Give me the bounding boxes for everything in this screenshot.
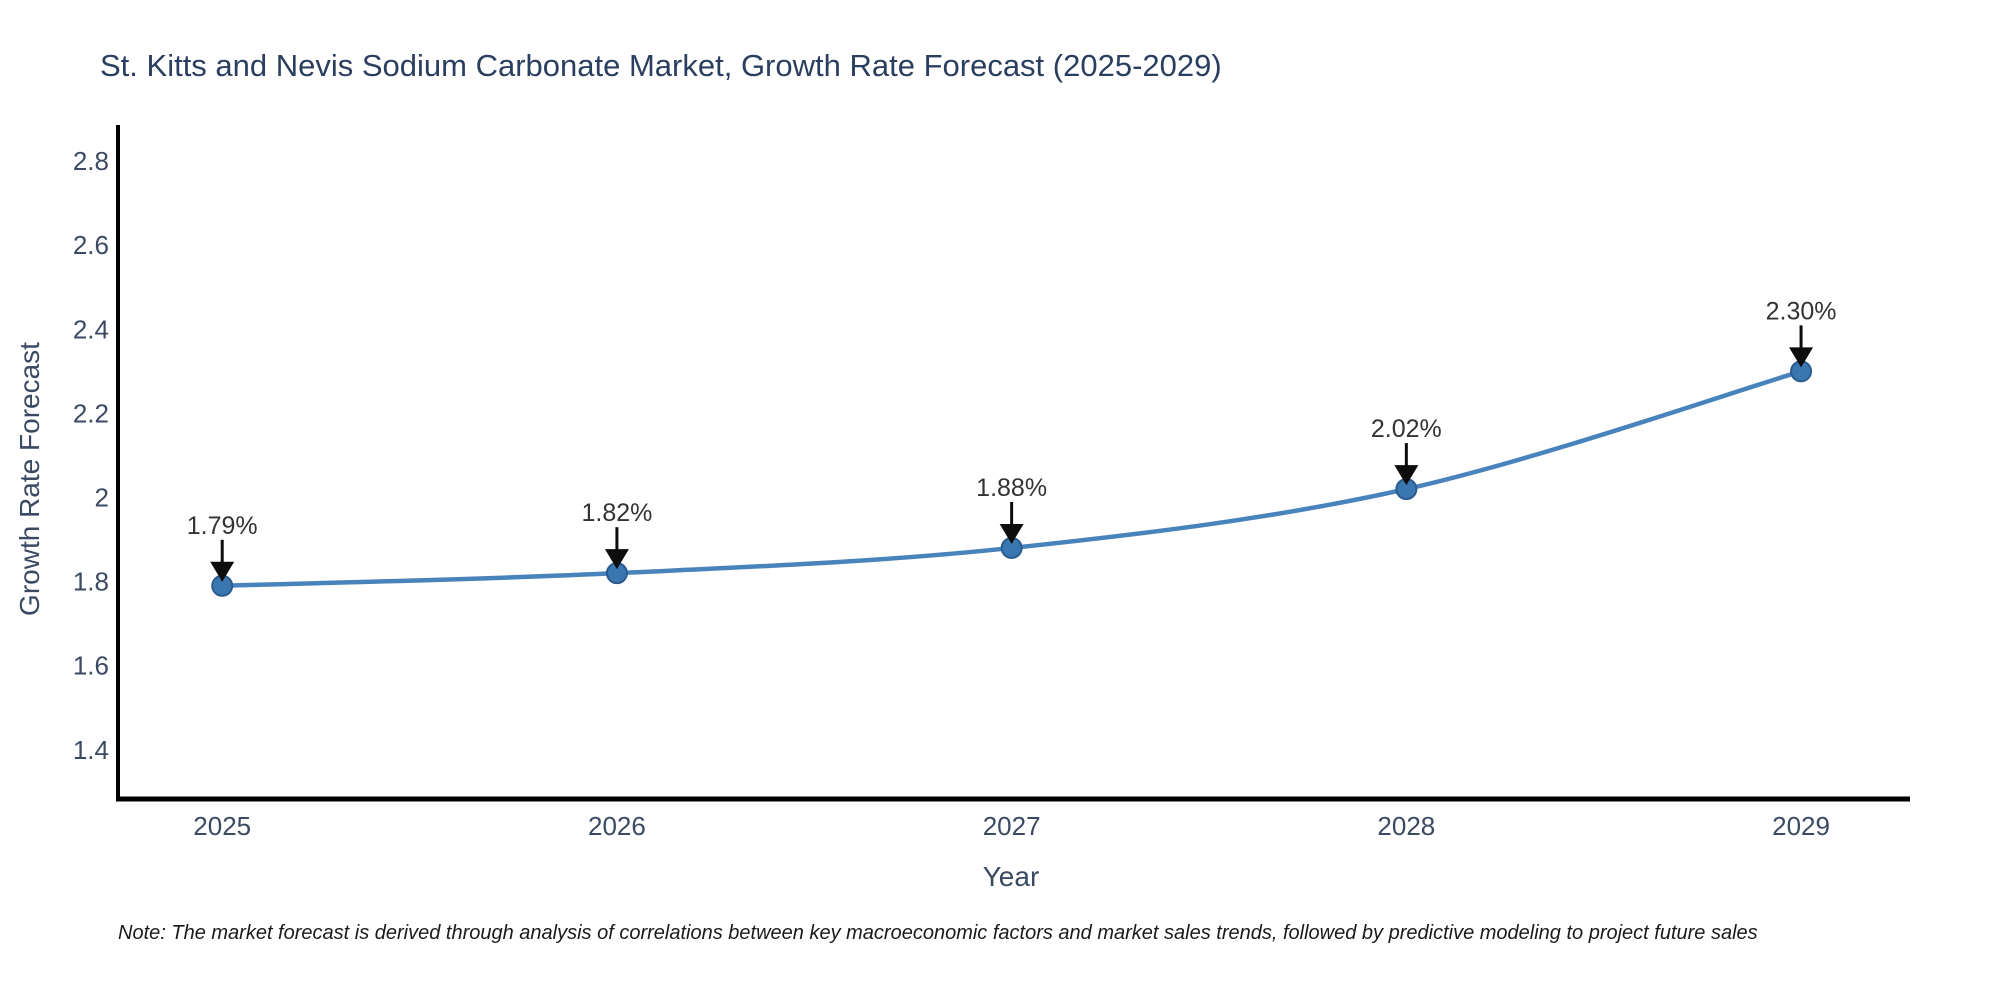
footnote: Note: The market forecast is derived thr… <box>118 922 1758 944</box>
y-tick-label: 1.8 <box>73 567 109 597</box>
y-tick-label: 2.2 <box>73 398 109 428</box>
annotation-arrowhead <box>210 561 235 582</box>
annotation-arrowhead <box>1394 465 1419 486</box>
x-tick-label: 2025 <box>193 811 251 841</box>
point-label: 2.02% <box>1371 415 1442 443</box>
y-tick-label: 1.6 <box>73 651 109 681</box>
x-tick-label: 2027 <box>983 811 1041 841</box>
chart-title: St. Kitts and Nevis Sodium Carbonate Mar… <box>100 48 1222 83</box>
y-tick-label: 2.6 <box>73 230 109 260</box>
point-label: 1.88% <box>976 474 1047 502</box>
x-tick-label: 2029 <box>1772 811 1830 841</box>
y-tick-label: 1.4 <box>73 735 109 765</box>
annotation-arrowhead <box>604 549 629 570</box>
point-label: 1.79% <box>187 512 258 540</box>
y-tick-label: 2.4 <box>73 314 109 344</box>
x-axis-title: Year <box>982 861 1040 892</box>
x-tick-label: 2028 <box>1377 811 1435 841</box>
x-tick-label: 2026 <box>588 811 646 841</box>
point-label: 1.82% <box>581 499 652 527</box>
y-tick-label: 2 <box>95 482 109 512</box>
y-tick-label: 2.8 <box>73 146 109 176</box>
annotation-arrowhead <box>1789 347 1814 368</box>
point-label: 2.30% <box>1766 297 1837 325</box>
annotation-arrowhead <box>999 523 1024 544</box>
y-axis-title: Growth Rate Forecast <box>14 342 45 616</box>
